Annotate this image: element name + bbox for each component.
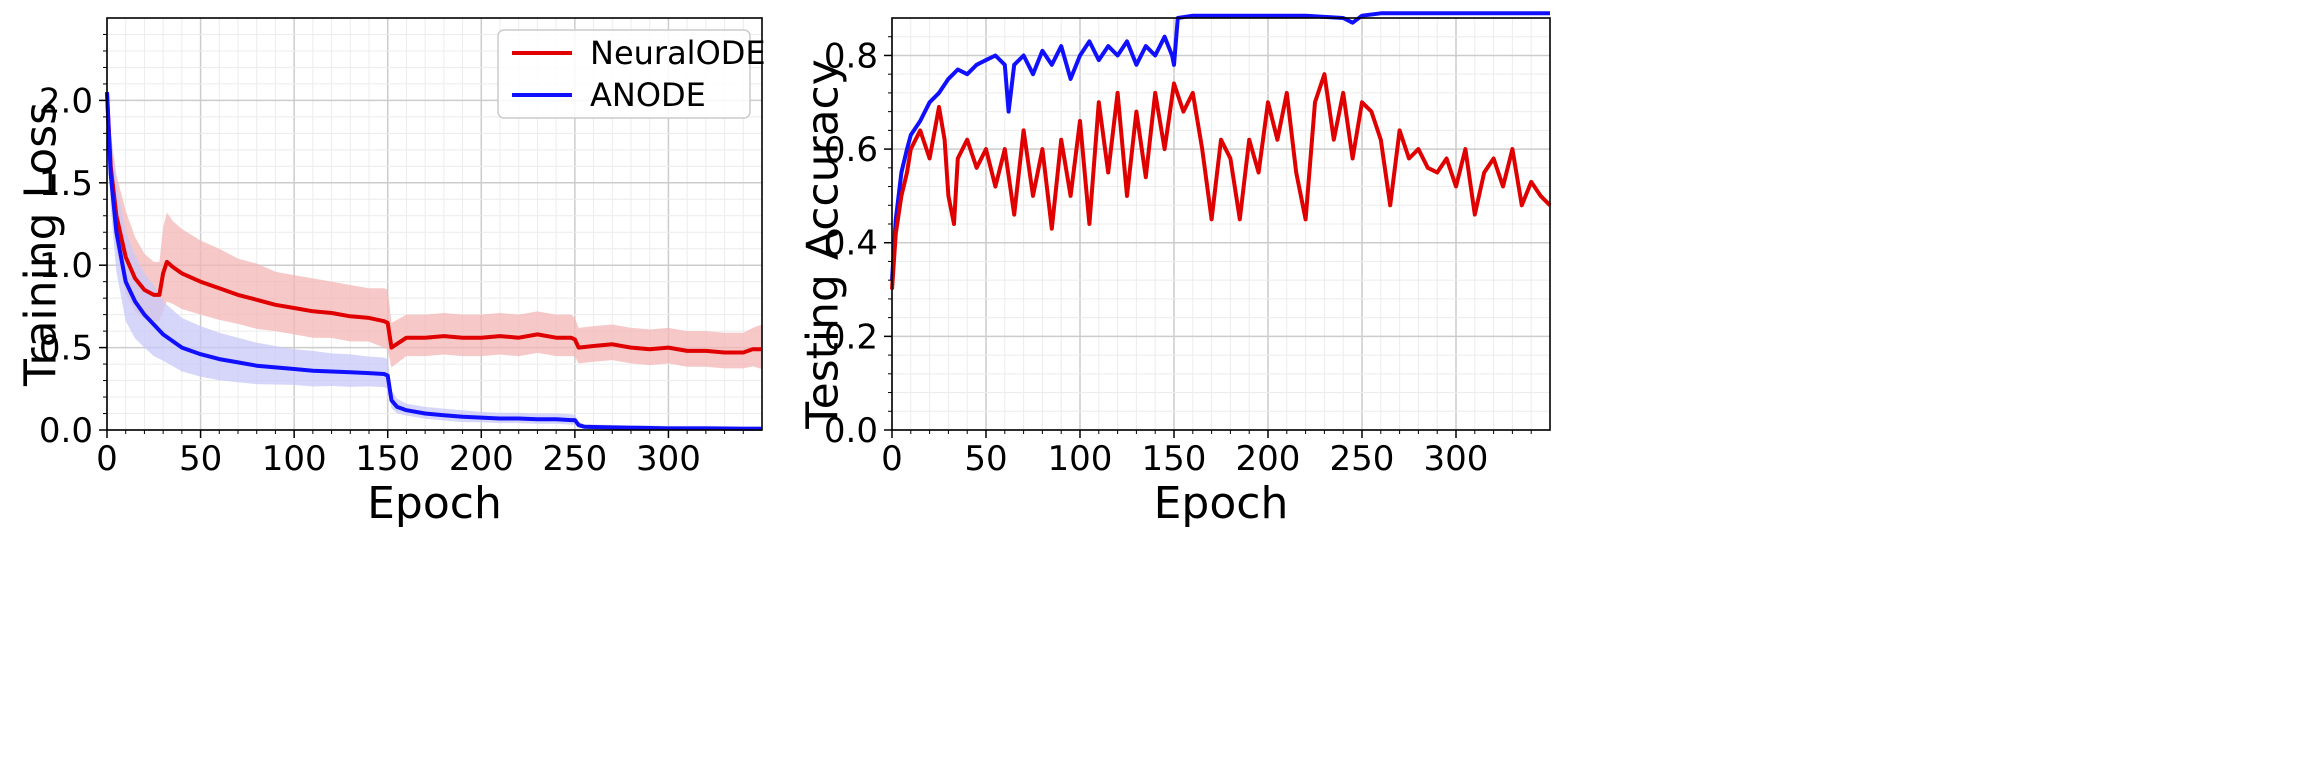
x-tick-label: 200 — [449, 439, 514, 479]
y-axis-label: Testing Accuracy — [797, 59, 848, 430]
axis-ticks: 0 50 100 150 200 250 300 0.0 0.5 1.0 1.5 2.0 — [39, 33, 744, 479]
legend-label-neuralode: NeuralODE — [590, 34, 766, 72]
x-tick-label: 100 — [262, 439, 327, 479]
x-axis-label: Epoch — [1154, 478, 1289, 529]
x-tick-label: 150 — [1142, 439, 1207, 479]
x-tick-label: 150 — [355, 439, 420, 479]
plot-frame — [106, 17, 763, 431]
x-tick-label: 300 — [1424, 439, 1489, 479]
x-tick-label: 200 — [1236, 439, 1301, 479]
y-tick-label: 0.0 — [39, 411, 93, 451]
y-tick-label: 1.5 — [39, 164, 93, 204]
y-tick-label: 0.2 — [824, 317, 878, 357]
y-tick-label: 0.5 — [39, 329, 93, 369]
series-line-anode — [105, 92, 762, 431]
x-tick-label: 250 — [542, 439, 607, 479]
series-line-1 — [890, 72, 1552, 290]
x-tick-label: 300 — [636, 439, 701, 479]
x-tick-label: 50 — [179, 439, 222, 479]
x-tick-label: 100 — [1048, 439, 1113, 479]
axis-ticks: 0 50 100 150 200 250 300 0.0 0.2 0.4 0.6 0.8 — [824, 36, 1532, 479]
y-tick-label: 0.6 — [824, 130, 878, 170]
x-axis-label: Epoch — [367, 478, 502, 529]
y-tick-label: 1.0 — [39, 246, 93, 286]
y-axis-label: Training Loss — [15, 102, 66, 387]
x-tick-label: 0 — [881, 439, 903, 479]
legend-label-anode: ANODE — [590, 76, 706, 114]
x-tick-label: 0 — [96, 439, 118, 479]
series-line-neuralode — [105, 92, 762, 355]
series-lines — [105, 92, 762, 431]
y-tick-label: 0.8 — [824, 36, 878, 76]
variance-bands — [107, 75, 762, 431]
y-tick-label: 2.0 — [39, 81, 93, 121]
band-neuralode — [107, 75, 762, 370]
y-tick-label: 0.4 — [824, 224, 878, 264]
grid-lines — [891, 18, 1550, 431]
x-tick-label: 50 — [964, 439, 1007, 479]
legend: NeuralODE ANODE — [497, 29, 766, 119]
x-tick-label: 250 — [1330, 439, 1395, 479]
y-tick-label: 0.0 — [824, 411, 878, 451]
